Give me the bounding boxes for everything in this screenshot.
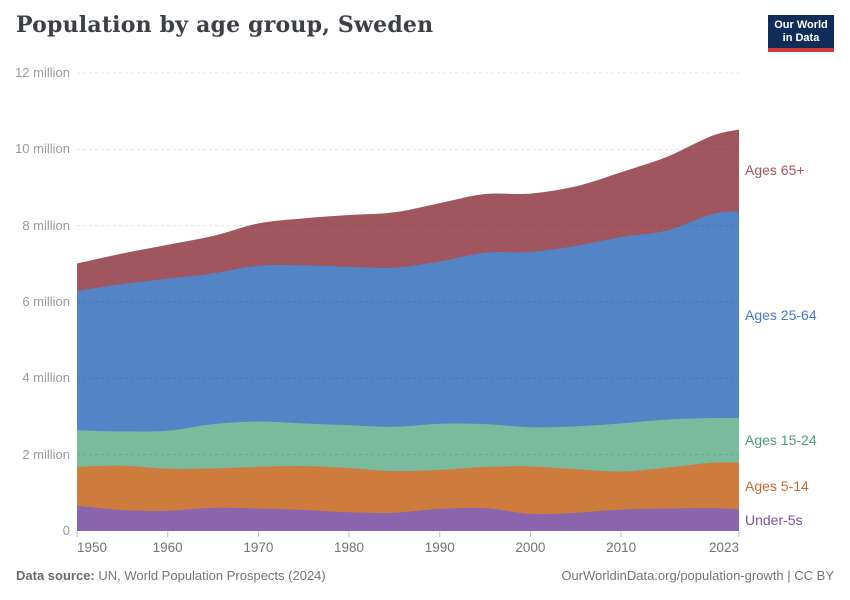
x-axis-label-2010: 2010 — [606, 540, 637, 555]
chart-footer: Data source: UN, World Population Prospe… — [16, 568, 834, 583]
chart-title: Population by age group, Sweden — [16, 12, 434, 38]
data-source-label: Data source: — [16, 568, 95, 583]
y-axis-label-12: 12 million — [15, 65, 70, 80]
area-under-5s[interactable] — [77, 505, 739, 531]
y-axis-label-6: 6 million — [22, 294, 70, 309]
x-axis-label-1950: 1950 — [77, 540, 108, 555]
owid-url-link[interactable]: OurWorldinData.org/population-growth | C… — [561, 568, 834, 583]
x-axis-label-1970: 1970 — [243, 540, 274, 555]
x-axis-label-2023: 2023 — [708, 540, 739, 555]
y-axis-label-2: 2 million — [22, 446, 70, 462]
owid-logo[interactable]: Our World in Data — [768, 15, 834, 52]
y-axis-label-4: 4 million — [22, 370, 70, 386]
series-label-ages-65: Ages 65+ — [745, 162, 805, 179]
x-axis-label-1960: 1960 — [152, 540, 183, 555]
x-axis-label-1990: 1990 — [424, 540, 455, 555]
series-label-ages-25-64: Ages 25-64 — [745, 306, 817, 323]
data-source-text: UN, World Population Prospects (2024) — [94, 568, 326, 583]
x-axis-label-1980: 1980 — [334, 540, 365, 555]
y-axis-label-10: 10 million — [15, 141, 70, 157]
series-label-ages-15-24: Ages 15-24 — [745, 432, 817, 449]
series-label-ages-5-14: Ages 5-14 — [745, 477, 809, 494]
owid-logo-line2: in Data — [782, 31, 820, 44]
series-label-under-5s: Under-5s — [745, 512, 803, 529]
data-source-note: Data source: UN, World Population Prospe… — [16, 568, 326, 583]
x-axis-label-2000: 2000 — [515, 540, 546, 555]
y-axis-label-8: 8 million — [22, 217, 70, 233]
y-axis-label-0: 0 — [62, 523, 70, 538]
owid-logo-line1: Our World — [774, 18, 828, 31]
